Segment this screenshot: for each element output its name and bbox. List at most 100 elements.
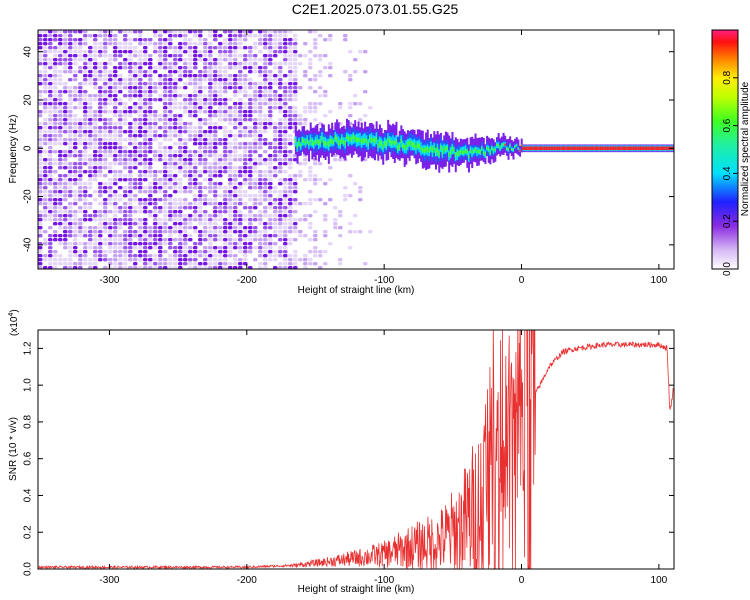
noise-cell — [158, 234, 163, 238]
noise-cell — [103, 162, 108, 166]
noise-cell — [48, 30, 53, 34]
noise-cell — [223, 154, 228, 158]
noise-cell — [358, 190, 363, 194]
noise-cell — [248, 158, 253, 162]
noise-cell — [73, 50, 78, 54]
noise-cell — [173, 222, 178, 226]
band-cell — [662, 146, 665, 151]
noise-cell — [218, 90, 223, 94]
noise-cell — [183, 154, 188, 158]
noise-cell — [188, 94, 193, 98]
noise-cell — [238, 262, 243, 266]
noise-cell — [188, 122, 193, 126]
noise-cell — [98, 126, 103, 130]
noise-cell — [228, 122, 233, 126]
noise-cell — [238, 194, 243, 198]
noise-cell — [198, 78, 203, 82]
noise-cell — [228, 202, 233, 206]
noise-cell — [68, 126, 73, 130]
noise-cell — [83, 250, 88, 254]
noise-cell — [163, 94, 168, 98]
noise-cell — [138, 238, 143, 242]
noise-cell — [223, 134, 228, 138]
noise-cell — [88, 182, 93, 186]
noise-cell — [48, 198, 53, 202]
noise-cell — [143, 178, 148, 182]
noise-cell — [138, 66, 143, 70]
noise-cell — [303, 254, 308, 258]
noise-cell — [288, 114, 293, 118]
noise-cell — [203, 222, 208, 226]
noise-cell — [283, 142, 288, 146]
noise-cell — [278, 98, 283, 102]
noise-cell — [278, 262, 283, 266]
noise-cell — [168, 34, 173, 38]
spectrogram-y-tick-label-1: -20 — [23, 189, 34, 204]
noise-cell — [208, 150, 213, 154]
spectrogram-x-tick-label-1: -200 — [237, 275, 257, 286]
noise-cell — [293, 182, 298, 186]
snr-y-tick-label-1: 0.2 — [23, 525, 34, 539]
noise-cell — [168, 242, 173, 246]
noise-cell — [68, 42, 73, 46]
noise-cell — [248, 194, 253, 198]
noise-cell — [233, 126, 238, 130]
noise-cell — [148, 146, 153, 150]
noise-cell — [88, 266, 93, 269]
noise-cell — [173, 226, 178, 230]
noise-cell — [153, 230, 158, 234]
noise-cell — [53, 58, 58, 62]
noise-cell — [273, 258, 278, 262]
snr-x-tick-label-3: 0 — [519, 575, 525, 586]
noise-cell — [273, 138, 278, 142]
noise-cell — [113, 254, 118, 258]
band-cell — [596, 146, 599, 151]
noise-cell — [243, 134, 248, 138]
noise-cell — [243, 106, 248, 110]
noise-cell — [233, 242, 238, 246]
noise-cell — [263, 206, 268, 210]
band-cell — [458, 150, 461, 156]
noise-cell — [243, 150, 248, 154]
noise-cell — [198, 186, 203, 190]
band-cell — [570, 146, 572, 151]
noise-cell — [203, 226, 208, 230]
noise-cell — [53, 50, 58, 54]
noise-cell — [113, 182, 118, 186]
noise-cell — [233, 222, 238, 226]
snr-series-line — [38, 330, 674, 569]
noise-cell — [123, 42, 128, 46]
noise-cell — [313, 46, 318, 50]
noise-cell — [188, 158, 193, 162]
noise-cell — [123, 38, 128, 42]
noise-cell — [183, 138, 188, 142]
noise-cell — [288, 182, 293, 186]
noise-cell — [288, 30, 293, 34]
noise-cell — [158, 242, 163, 246]
noise-cell — [278, 178, 283, 182]
noise-cell — [53, 98, 58, 102]
noise-cell — [38, 130, 43, 134]
noise-cell — [208, 174, 213, 178]
noise-cell — [168, 174, 173, 178]
noise-cell — [173, 66, 178, 70]
noise-cell — [153, 34, 158, 38]
noise-cell — [243, 38, 248, 42]
noise-cell — [338, 210, 343, 214]
noise-cell — [158, 190, 163, 194]
noise-cell — [213, 30, 218, 34]
noise-cell — [253, 158, 258, 162]
noise-cell — [58, 122, 63, 126]
noise-cell — [288, 94, 293, 98]
noise-cell — [153, 266, 158, 269]
noise-cell — [138, 246, 143, 250]
noise-cell — [193, 138, 198, 142]
noise-cell — [283, 122, 288, 126]
noise-cell — [148, 194, 153, 198]
noise-cell — [203, 210, 208, 214]
band-cell — [591, 146, 594, 151]
noise-cell — [118, 186, 123, 190]
noise-cell — [248, 186, 253, 190]
noise-cell — [143, 46, 148, 50]
noise-cell — [203, 50, 208, 54]
